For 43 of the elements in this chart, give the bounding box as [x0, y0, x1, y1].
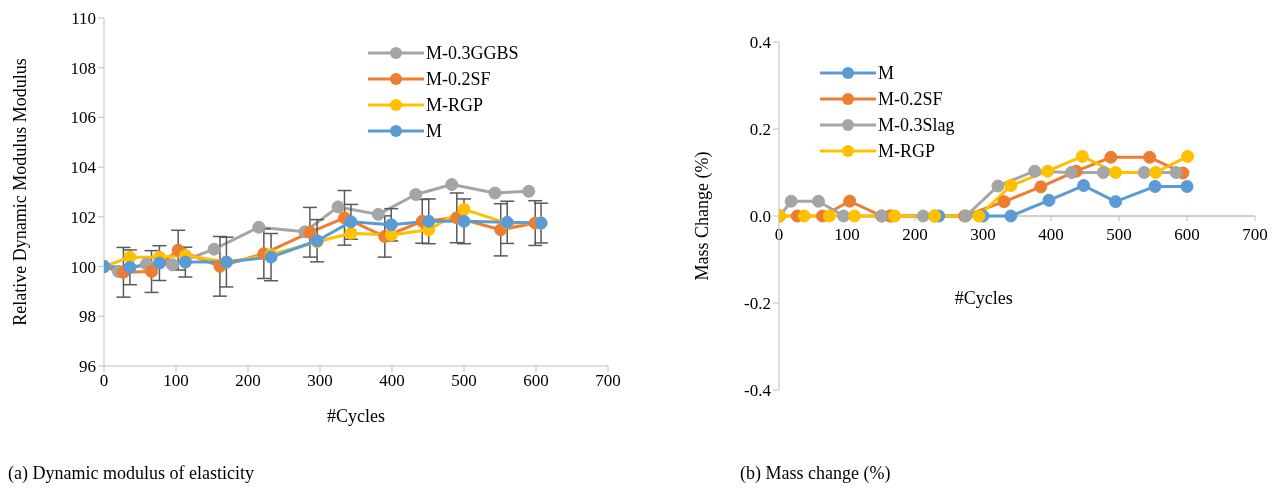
x-tick-label: 700	[1242, 225, 1268, 244]
x-tick-label: 700	[595, 371, 621, 391]
y-tick-label: -0.2	[744, 294, 771, 314]
legend-label: M-0.3Slag	[878, 114, 955, 137]
x-tick-label: 500	[451, 371, 477, 391]
legend-label: M-RGP	[426, 94, 484, 117]
y-axis-title: Relative Dynamic Modulus Modulus	[10, 58, 31, 326]
y-tick-label: 98	[79, 307, 96, 327]
legend-label: M-0.2SF	[878, 88, 943, 111]
y-tick-label: 108	[70, 58, 96, 78]
legend-label: M	[426, 120, 443, 143]
y-tick-label: 96	[79, 357, 96, 377]
y-tick-label: -0.4	[744, 381, 772, 401]
x-axis-title: #Cycles	[954, 288, 1013, 308]
y-axis-title: Mass Change (%)	[692, 151, 714, 281]
x-tick-label: 0	[774, 225, 784, 244]
y-tick-label: 104	[70, 158, 97, 178]
x-tick-label: 400	[1038, 225, 1064, 244]
y-tick-label: 110	[71, 9, 96, 29]
x-tick-label: 100	[834, 225, 860, 244]
x-tick-label: 200	[902, 225, 928, 244]
x-tick-label: 400	[379, 371, 405, 391]
y-tick-label: 0.0	[749, 207, 771, 227]
x-tick-label: 200	[235, 371, 261, 391]
text: (b) Mass change (%)	[740, 463, 891, 484]
x-tick-label: 0	[99, 371, 109, 391]
x-tick-label: 600	[523, 371, 549, 391]
y-tick-label: 106	[70, 108, 96, 128]
y-tick-label: 0.2	[749, 120, 771, 140]
y-tick-label: 102	[70, 207, 96, 227]
y-tick-label: 100	[70, 257, 96, 277]
x-tick-label: 100	[163, 371, 189, 391]
x-tick-label: 600	[1174, 225, 1200, 244]
y-tick-label: 0.4	[749, 33, 772, 53]
legend-label: M-0.3GGBS	[426, 42, 519, 65]
x-axis-title: #Cycles	[327, 406, 385, 426]
x-tick-label: 300	[970, 225, 996, 244]
text: (a) Dynamic modulus of elasticity	[8, 463, 254, 484]
legend-label: M	[878, 62, 895, 85]
x-tick-label: 300	[307, 371, 333, 391]
x-tick-label: 500	[1106, 225, 1132, 244]
legend-label: M-0.2SF	[426, 68, 491, 91]
legend-label: M-RGP	[878, 140, 936, 163]
